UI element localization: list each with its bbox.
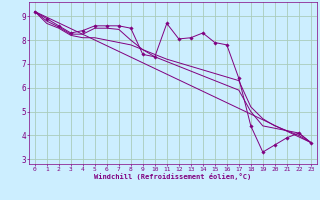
- X-axis label: Windchill (Refroidissement éolien,°C): Windchill (Refroidissement éolien,°C): [94, 173, 252, 180]
